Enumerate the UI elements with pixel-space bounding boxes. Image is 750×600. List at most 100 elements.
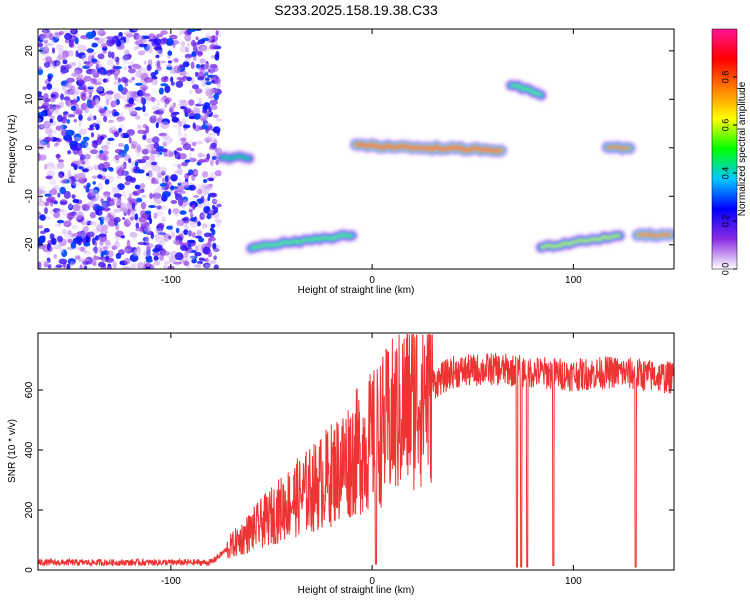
noise-speckle [133, 46, 138, 51]
noise-speckle [136, 169, 145, 174]
snr-panel: -100 0 100 0 200 400 600 Height of straight li… [7, 332, 675, 596]
noise-speckle [144, 144, 153, 150]
noise-speckle [38, 140, 44, 147]
noise-speckle [91, 68, 98, 75]
noise-speckle [166, 225, 173, 230]
noise-speckle [136, 144, 142, 152]
noise-speckle [145, 160, 153, 168]
noise-speckle [169, 137, 173, 142]
noise-speckle [164, 175, 169, 183]
noise-speckle [138, 216, 148, 223]
noise-speckle [66, 119, 70, 124]
noise-speckle [99, 219, 104, 225]
noise-speckle [161, 177, 165, 183]
noise-speckle [124, 103, 133, 108]
noise-speckle [81, 168, 89, 173]
noise-speckle [142, 155, 150, 161]
noise-speckle [114, 148, 124, 154]
noise-speckle [204, 198, 209, 202]
noise-speckle [184, 107, 188, 116]
x-tick-label: 0 [369, 576, 375, 587]
noise-speckle [129, 231, 138, 238]
noise-speckle [187, 230, 195, 237]
noise-speckle [38, 235, 46, 244]
noise-speckle [42, 102, 50, 109]
noise-speckle [202, 258, 206, 262]
noise-speckle [40, 230, 46, 235]
noise-speckle [68, 138, 73, 144]
noise-speckle [45, 43, 54, 47]
noise-speckle [214, 78, 221, 85]
noise-speckle [96, 224, 104, 232]
noise-speckle [138, 38, 148, 43]
noise-speckle [174, 187, 178, 192]
noise-speckle [46, 243, 51, 251]
noise-speckle [123, 97, 128, 105]
noise-speckle [60, 67, 69, 74]
x-tick-label: 100 [565, 576, 582, 587]
colorbar-label: Normalized spectral amplitude [737, 81, 748, 216]
noise-speckle [210, 104, 218, 110]
noise-speckle [182, 75, 188, 80]
noise-speckle [53, 166, 60, 171]
noise-speckle [82, 218, 89, 226]
noise-speckle [134, 161, 139, 167]
noise-speckle [96, 86, 104, 92]
noise-speckle [81, 54, 87, 62]
noise-speckle [58, 159, 64, 163]
noise-speckle [73, 133, 82, 142]
noise-speckle [145, 125, 150, 134]
noise-speckle [112, 198, 121, 202]
noise-speckle [90, 149, 99, 155]
noise-speckle [97, 133, 101, 142]
noise-speckle [97, 31, 107, 36]
noise-speckle [101, 38, 105, 47]
noise-speckle [150, 181, 160, 185]
noise-speckle [79, 246, 85, 252]
noise-speckle [192, 257, 197, 261]
noise-speckle [118, 142, 125, 148]
noise-speckle [197, 153, 207, 157]
noise-speckle [56, 153, 60, 160]
noise-speckle [115, 60, 120, 65]
noise-speckle [207, 131, 212, 138]
noise-speckle [163, 264, 168, 269]
noise-speckle [85, 31, 95, 39]
noise-speckle [190, 222, 198, 228]
noise-speckle [67, 238, 73, 244]
noise-speckle [82, 225, 89, 233]
noise-speckle [63, 111, 69, 115]
noise-speckle [214, 218, 223, 224]
noise-speckle [182, 143, 192, 151]
noise-speckle [199, 58, 206, 64]
noise-speckle [168, 256, 177, 264]
noise-speckle [63, 220, 72, 228]
noise-speckle [80, 258, 90, 262]
noise-speckle [92, 247, 101, 254]
noise-speckle [181, 217, 189, 222]
noise-speckle [106, 250, 114, 258]
colorbar-tick-label: 0.2 [721, 215, 731, 228]
noise-speckle [184, 173, 190, 180]
noise-speckle [188, 99, 195, 106]
noise-speckle [192, 55, 197, 61]
noise-speckle [188, 89, 193, 95]
noise-speckle [163, 238, 169, 242]
noise-speckle [174, 57, 179, 63]
noise-speckle [144, 112, 149, 117]
noise-speckle [60, 124, 64, 131]
noise-speckle [128, 192, 132, 201]
noise-speckle [153, 255, 159, 261]
noise-speckle [211, 204, 216, 210]
noise-speckle [52, 208, 61, 213]
noise-speckle [118, 249, 125, 256]
noise-speckle [85, 61, 94, 68]
noise-speckle [137, 124, 143, 129]
noise-speckle [210, 136, 216, 143]
noise-speckle [113, 80, 121, 86]
noise-speckle [176, 147, 183, 152]
noise-speckle [98, 261, 106, 268]
colorbar-tick-label: 0.6 [721, 119, 731, 132]
noise-speckle [100, 198, 104, 203]
noise-speckle [140, 96, 144, 104]
